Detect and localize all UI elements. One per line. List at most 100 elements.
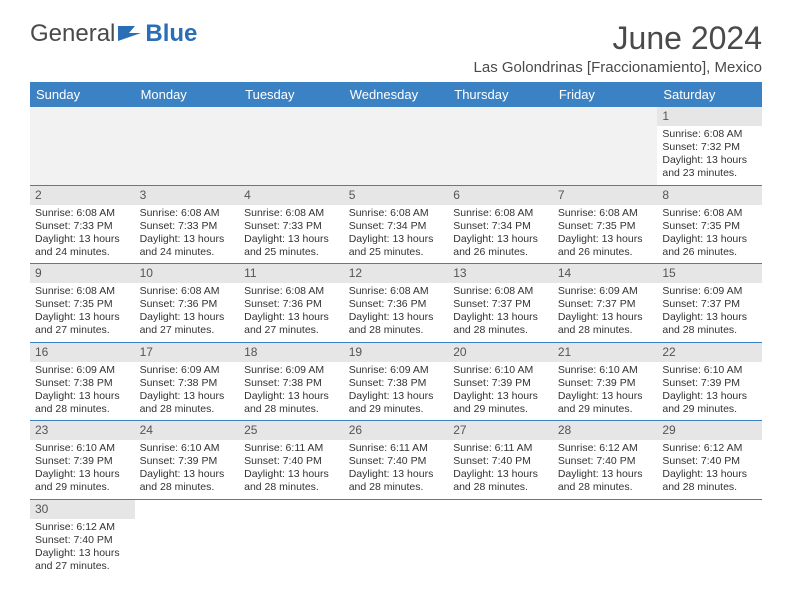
day-info-line: Sunset: 7:35 PM xyxy=(35,298,130,311)
day-info-line: Sunset: 7:35 PM xyxy=(662,220,757,233)
month-title: June 2024 xyxy=(474,20,762,57)
day-cell xyxy=(657,499,762,577)
day-number: 3 xyxy=(135,186,240,205)
day-info-line: and 29 minutes. xyxy=(35,481,130,494)
week-row: 9 Sunrise: 6:08 AM Sunset: 7:35 PM Daylight… xyxy=(30,264,762,343)
day-cell: 7Sunrise: 6:08 AMSunset: 7:35 PMDaylight… xyxy=(553,185,658,264)
weekday-header: Monday xyxy=(135,82,240,107)
day-info-line: Sunset: 7:39 PM xyxy=(558,377,653,390)
day-info-line: Daylight: 13 hours xyxy=(662,390,757,403)
day-info-line: Sunset: 7:38 PM xyxy=(349,377,444,390)
calendar-table: SundayMondayTuesdayWednesdayThursdayFrid… xyxy=(30,82,762,577)
day-info-line: Sunrise: 6:08 AM xyxy=(662,128,757,141)
day-info-line: Sunset: 7:35 PM xyxy=(558,220,653,233)
day-info-line: Sunrise: 6:09 AM xyxy=(35,364,130,377)
day-number: 30 xyxy=(30,500,135,519)
day-cell: 1Sunrise: 6:08 AMSunset: 7:32 PMDaylight… xyxy=(657,107,762,185)
day-info-line: Daylight: 13 hours xyxy=(662,468,757,481)
week-row: 23Sunrise: 6:10 AMSunset: 7:39 PMDayligh… xyxy=(30,421,762,500)
day-info-line: Sunrise: 6:10 AM xyxy=(140,442,235,455)
day-info-line: Sunrise: 6:08 AM xyxy=(558,207,653,220)
day-info-line: Sunset: 7:34 PM xyxy=(349,220,444,233)
day-cell: 12Sunrise: 6:08 AMSunset: 7:36 PMDayligh… xyxy=(344,264,449,343)
day-info-line: Daylight: 13 hours xyxy=(662,154,757,167)
day-info-line: and 28 minutes. xyxy=(35,403,130,416)
day-info-line: Daylight: 13 hours xyxy=(140,390,235,403)
day-info-line: Daylight: 13 hours xyxy=(453,233,548,246)
day-info-line: Sunset: 7:38 PM xyxy=(140,377,235,390)
day-info-line: Sunrise: 6:08 AM xyxy=(453,207,548,220)
day-cell: 14Sunrise: 6:09 AMSunset: 7:37 PMDayligh… xyxy=(553,264,658,343)
day-number: 4 xyxy=(239,186,344,205)
week-row: 16Sunrise: 6:09 AMSunset: 7:38 PMDayligh… xyxy=(30,342,762,421)
day-info-line: Daylight: 13 hours xyxy=(140,311,235,324)
week-row: 30Sunrise: 6:12 AMSunset: 7:40 PMDayligh… xyxy=(30,499,762,577)
weekday-header: Thursday xyxy=(448,82,553,107)
day-info-line: Sunset: 7:34 PM xyxy=(453,220,548,233)
day-cell: 8Sunrise: 6:08 AMSunset: 7:35 PMDaylight… xyxy=(657,185,762,264)
day-cell: 23Sunrise: 6:10 AMSunset: 7:39 PMDayligh… xyxy=(30,421,135,500)
day-info-line: Sunrise: 6:11 AM xyxy=(453,442,548,455)
day-number: 10 xyxy=(135,264,240,283)
day-info-line: and 26 minutes. xyxy=(662,246,757,259)
day-cell: 28Sunrise: 6:12 AMSunset: 7:40 PMDayligh… xyxy=(553,421,658,500)
day-info-line: Daylight: 13 hours xyxy=(349,311,444,324)
day-number: 15 xyxy=(657,264,762,283)
day-info-line: Daylight: 13 hours xyxy=(244,233,339,246)
day-info-line: Sunset: 7:37 PM xyxy=(558,298,653,311)
day-cell: 9Sunrise: 6:08 AMSunset: 7:35 PMDaylight… xyxy=(30,264,135,343)
day-info-line: Sunset: 7:40 PM xyxy=(453,455,548,468)
weekday-header-row: SundayMondayTuesdayWednesdayThursdayFrid… xyxy=(30,82,762,107)
weekday-header: Saturday xyxy=(657,82,762,107)
logo: General Blue xyxy=(30,20,197,48)
day-info-line: Daylight: 13 hours xyxy=(558,311,653,324)
day-info-line: Daylight: 13 hours xyxy=(140,468,235,481)
day-cell xyxy=(344,107,449,185)
day-info-line: and 25 minutes. xyxy=(244,246,339,259)
weekday-header: Sunday xyxy=(30,82,135,107)
day-cell: 25Sunrise: 6:11 AMSunset: 7:40 PMDayligh… xyxy=(239,421,344,500)
day-info-line: and 27 minutes. xyxy=(35,560,130,573)
day-info-line: and 28 minutes. xyxy=(140,403,235,416)
day-number: 17 xyxy=(135,343,240,362)
day-info-line: Sunrise: 6:08 AM xyxy=(453,285,548,298)
day-number: 25 xyxy=(239,421,344,440)
day-info-line: Sunset: 7:40 PM xyxy=(662,455,757,468)
day-cell: 5Sunrise: 6:08 AMSunset: 7:34 PMDaylight… xyxy=(344,185,449,264)
day-cell: 27Sunrise: 6:11 AMSunset: 7:40 PMDayligh… xyxy=(448,421,553,500)
day-info-line: Sunrise: 6:10 AM xyxy=(35,442,130,455)
day-info-line: Sunset: 7:33 PM xyxy=(244,220,339,233)
day-info-line: and 26 minutes. xyxy=(558,246,653,259)
day-info-line: Sunset: 7:40 PM xyxy=(349,455,444,468)
day-info-line: and 27 minutes. xyxy=(140,324,235,337)
day-info-line: Sunset: 7:40 PM xyxy=(244,455,339,468)
day-cell xyxy=(135,499,240,577)
logo-text-1: General xyxy=(30,20,115,48)
day-cell xyxy=(553,107,658,185)
day-info-line: and 27 minutes. xyxy=(244,324,339,337)
day-info-line: Daylight: 13 hours xyxy=(35,390,130,403)
day-number: 21 xyxy=(553,343,658,362)
day-info-line: and 28 minutes. xyxy=(453,481,548,494)
day-cell xyxy=(239,107,344,185)
day-number: 5 xyxy=(344,186,449,205)
day-info-line: Sunset: 7:32 PM xyxy=(662,141,757,154)
day-cell: 15Sunrise: 6:09 AMSunset: 7:37 PMDayligh… xyxy=(657,264,762,343)
day-cell: 2Sunrise: 6:08 AMSunset: 7:33 PMDaylight… xyxy=(30,185,135,264)
day-info-line: and 28 minutes. xyxy=(453,324,548,337)
day-info-line: Sunrise: 6:09 AM xyxy=(662,285,757,298)
day-cell xyxy=(135,107,240,185)
day-info-line: Sunrise: 6:10 AM xyxy=(558,364,653,377)
weekday-header: Wednesday xyxy=(344,82,449,107)
location: Las Golondrinas [Fraccionamiento], Mexic… xyxy=(474,59,762,76)
title-block: June 2024 Las Golondrinas [Fraccionamien… xyxy=(474,20,762,76)
day-info-line: and 23 minutes. xyxy=(662,167,757,180)
day-number: 9 xyxy=(30,264,135,283)
day-info-line: Sunset: 7:39 PM xyxy=(140,455,235,468)
day-cell xyxy=(30,107,135,185)
day-info-line: and 28 minutes. xyxy=(140,481,235,494)
day-info-line: Sunrise: 6:11 AM xyxy=(349,442,444,455)
day-cell: 11Sunrise: 6:08 AMSunset: 7:36 PMDayligh… xyxy=(239,264,344,343)
day-info-line: Sunrise: 6:08 AM xyxy=(140,207,235,220)
day-info-line: Daylight: 13 hours xyxy=(244,390,339,403)
